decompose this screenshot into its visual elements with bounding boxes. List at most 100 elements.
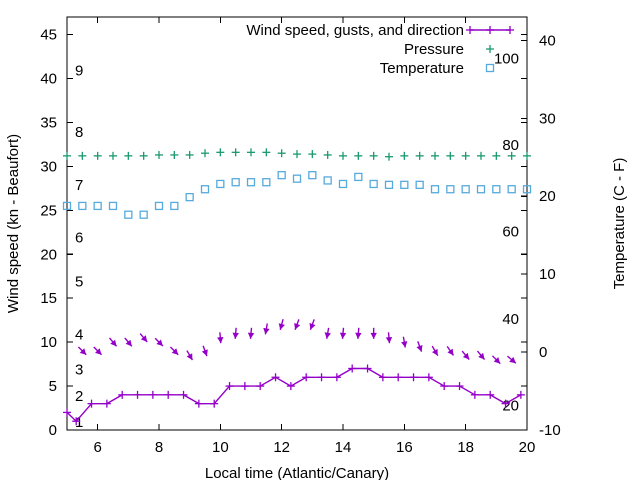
beaufort-label-0: 1	[75, 414, 83, 431]
temperature-point	[354, 172, 363, 182]
wind-direction-arrow	[77, 346, 87, 356]
wind-speed-point	[286, 382, 295, 391]
wind-speed-point	[424, 373, 433, 382]
x-tick-label-6: 18	[457, 439, 474, 456]
wind-direction-arrow	[461, 350, 470, 360]
pressure-point	[323, 150, 332, 159]
wind-speed-point	[179, 390, 188, 399]
pressure-point	[185, 150, 194, 159]
pressure-point	[431, 151, 439, 160]
temperature-point	[185, 192, 194, 202]
wind-speed-point	[164, 390, 173, 399]
wind-direction-arrow	[201, 345, 208, 357]
wind-speed-point	[516, 390, 525, 399]
y2-tick-label-5: 40	[539, 32, 556, 49]
beaufort-label-8: 9	[75, 63, 83, 80]
beaufort-label-7: 8	[75, 124, 83, 141]
temperature-point	[384, 180, 394, 189]
wind-speed-point	[470, 390, 479, 399]
fahrenheit-label-2: 60	[502, 224, 519, 241]
y2-tick-label-2: 10	[539, 266, 556, 283]
wind-direction-arrow	[491, 355, 501, 365]
pressure-point	[385, 152, 393, 161]
wind-direction-arrow	[108, 337, 118, 347]
temperature-point	[461, 185, 470, 194]
pressure-point	[124, 151, 133, 160]
wind-speed-point	[409, 373, 418, 382]
wind-speed-point	[317, 373, 326, 382]
temperature-point	[200, 185, 210, 194]
wind-direction-arrow	[278, 319, 285, 331]
wind-speed-point	[363, 364, 372, 373]
wind-direction-arrow	[186, 350, 194, 361]
temperature-point	[124, 210, 133, 219]
fahrenheit-label-3: 80	[502, 137, 519, 154]
legend-marker-2	[485, 63, 495, 73]
temperature-point	[415, 180, 424, 189]
wind-direction-arrow	[169, 346, 179, 356]
wind-direction-arrow	[416, 341, 423, 352]
wind-speed-point	[486, 390, 495, 399]
temperature-point	[400, 180, 409, 189]
x-tick-label-0: 6	[93, 439, 101, 456]
x-tick-label-7: 20	[519, 439, 536, 456]
wind-speed-point	[133, 390, 142, 399]
temperature-point	[277, 171, 286, 180]
wind-direction-arrow	[124, 337, 133, 347]
x-tick-label-4: 14	[335, 439, 352, 456]
fahrenheit-label-4: 100	[494, 51, 519, 68]
temperature-point	[308, 171, 317, 180]
pressure-point	[139, 151, 148, 160]
y-tick-label-5: 25	[40, 202, 57, 219]
fahrenheit-label-0: 20	[502, 397, 519, 414]
temperature-point	[139, 210, 148, 219]
wind-direction-arrow	[247, 327, 255, 339]
x-tick-label-5: 16	[396, 439, 413, 456]
pressure-point	[78, 151, 87, 160]
temperature-point	[522, 185, 532, 194]
pressure-point	[461, 151, 470, 160]
wind-speed-point	[225, 382, 234, 391]
pressure-point	[216, 148, 225, 157]
wind-speed-point	[440, 382, 449, 391]
wind-speed-point	[194, 399, 203, 408]
temperature-point	[262, 178, 271, 187]
temperature-point	[108, 201, 118, 211]
pressure-point	[262, 148, 271, 157]
wind-speed-point	[118, 390, 127, 399]
y2-tick-label-0: -10	[539, 422, 561, 439]
pressure-point	[446, 151, 455, 160]
temperature-point	[78, 201, 87, 211]
pressure-point	[523, 151, 531, 160]
wind-direction-arrow	[324, 327, 331, 339]
wind-speed-point	[240, 382, 249, 391]
y2-tick-label-4: 30	[539, 110, 556, 127]
beaufort-label-1: 2	[75, 388, 83, 405]
legend-label-1: Pressure	[404, 41, 464, 58]
legend-marker-0	[466, 26, 474, 34]
temperature-point	[292, 174, 302, 183]
y-tick-label-7: 35	[40, 114, 57, 131]
temperature-point	[476, 185, 486, 194]
wind-speed-point	[256, 382, 265, 391]
wind-speed-point	[271, 373, 280, 382]
wind-direction-arrow	[401, 336, 408, 348]
temperature-point	[338, 179, 348, 189]
wind-direction-arrow	[217, 332, 224, 344]
wind-direction-arrow	[93, 346, 103, 356]
temperature-point	[246, 178, 256, 187]
y-tick-label-6: 30	[40, 158, 57, 175]
wind-speed-point	[87, 399, 96, 408]
pressure-point	[308, 150, 317, 159]
temperature-point	[216, 179, 225, 189]
legend-marker-1	[486, 45, 494, 53]
temperature-point	[430, 185, 440, 194]
legend-label-2: Temperature	[380, 60, 464, 77]
wind-direction-arrow	[431, 345, 439, 357]
wind-direction-arrow	[507, 355, 517, 364]
wind-speed-point	[455, 382, 464, 391]
pressure-point	[400, 151, 409, 160]
wind-direction-arrow	[355, 327, 362, 339]
